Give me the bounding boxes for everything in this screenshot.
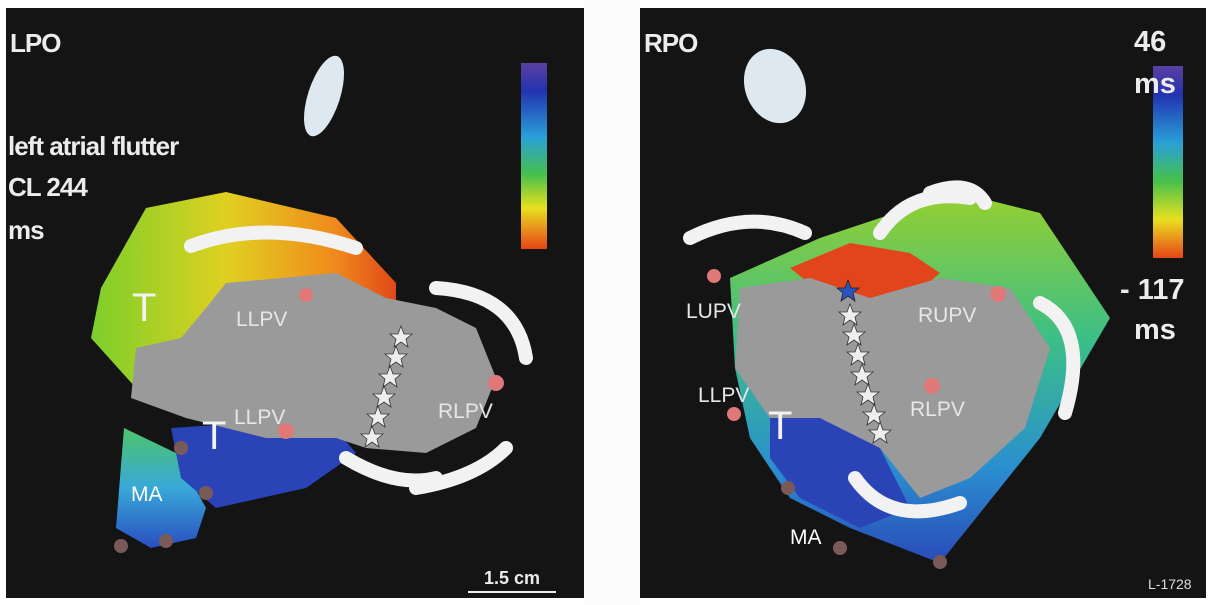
vein-label-llpv-upper: LLPV [236,308,288,331]
mitral-annulus-label: MA [790,526,822,549]
color-scale-max-unit: ms [1134,68,1176,100]
t-label-upper: T [132,286,157,330]
scale-bar-line [468,591,556,593]
vein-label-rlpv: RLPV [438,400,493,423]
color-scale-bar [521,63,547,249]
annulus-markers [114,441,213,553]
t-label: T [768,404,793,448]
panel-divider [584,0,640,605]
view-label-left: LPO [10,28,61,58]
ablation-line-stars [359,324,414,448]
left-atrium-gray-body [131,273,496,453]
right-activation-map [683,48,1183,569]
left-map-panel: LPO left atrial flutter CL 244 ms T LLPV… [6,8,584,598]
vein-label-lupv: LUPV [686,300,741,323]
annulus-markers [781,481,947,569]
cycle-length-unit: ms [8,215,45,245]
left-atrium-late-activation [171,418,356,508]
ablation-point-markers [707,269,1006,421]
vein-label-llpv: LLPV [698,384,750,407]
scale-bar-label: 1.5 cm [483,568,541,588]
right-map-panel: RPO 46 ms - 117 ms LUPV RUPV LLPV RLPV T… [640,8,1206,598]
right-atrium-gray-body [735,278,1050,498]
color-scale-min-unit: ms [1134,314,1176,346]
mitral-annulus-label: MA [131,483,163,506]
vein-label-llpv-lower: LLPV [234,406,286,429]
ablation-point-markers [278,288,504,439]
mitral-annulus-region [116,428,206,548]
blue-star-marker [835,278,861,302]
color-scale-bar [1153,66,1183,258]
figure-id: L-1728 [1148,576,1192,592]
vein-label-rlpv: RLPV [910,398,965,421]
macroreentry-arrows [184,225,533,495]
left-activation-map [91,55,547,553]
macroreentry-arrows [683,180,1081,519]
ablation-catheter-shadow [303,55,345,137]
color-scale-min: - 117 [1120,274,1185,306]
t-label-lower: T [202,414,227,458]
scale-bar: 1.5 cm [468,568,556,593]
ablation-catheter-shadow [743,48,807,124]
vein-label-rupv: RUPV [918,304,977,327]
ablation-line-stars [837,302,893,444]
cycle-length-label: CL 244 [8,172,88,202]
arrhythmia-label: left atrial flutter [8,131,179,161]
view-label-right: RPO [644,28,698,58]
color-scale-max: 46 [1134,26,1167,58]
